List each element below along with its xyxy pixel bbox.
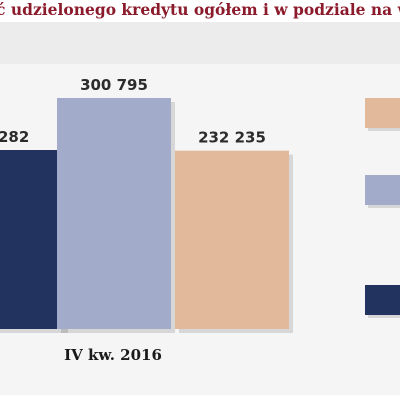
plot-header-band	[0, 22, 400, 64]
bar-2-value-label: 300 795	[80, 76, 148, 94]
bar-3	[175, 150, 289, 329]
bar-3-value-label: 232 235	[198, 129, 266, 147]
bar-1-value-label: 282	[0, 128, 29, 146]
legend	[365, 98, 400, 318]
value-labels: 282 300 795 232 235	[0, 76, 266, 147]
category-label: IV kw. 2016	[64, 346, 162, 364]
bar-1	[0, 150, 64, 329]
bars	[0, 98, 293, 333]
legend-swatch-3	[365, 285, 400, 315]
legend-swatch-2	[365, 175, 400, 205]
bar-2	[57, 98, 171, 329]
legend-swatch-1	[365, 98, 400, 128]
chart-title: ć udzielonego kredytu ogółem i w podzial…	[0, 0, 400, 19]
